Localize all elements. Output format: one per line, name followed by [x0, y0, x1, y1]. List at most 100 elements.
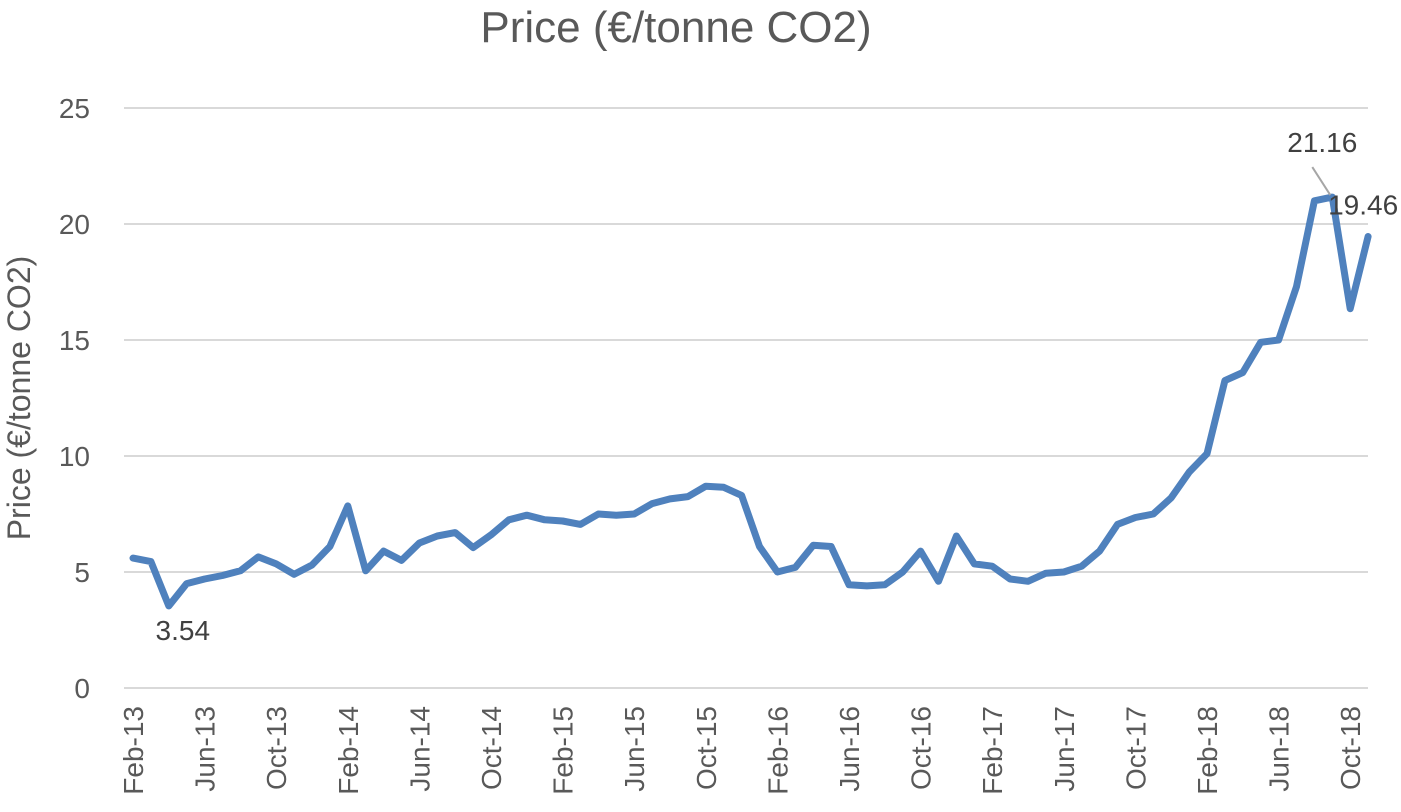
- data-point: [328, 544, 332, 548]
- x-tick-label: Feb-13: [118, 706, 149, 795]
- gridlines: [124, 107, 1368, 689]
- x-tick-label: Jun-15: [619, 706, 650, 792]
- data-point: [704, 484, 708, 488]
- data-point: [1259, 340, 1263, 344]
- data-point: [238, 569, 242, 573]
- data-point: [1098, 549, 1102, 553]
- x-tick-label: Jun-13: [190, 706, 221, 792]
- data-point: [793, 565, 797, 569]
- data-labels: 3.54 21.16 19.46: [156, 127, 1399, 646]
- y-axis-label: Price (€/tonne CO2): [1, 256, 37, 541]
- data-point: [1348, 307, 1352, 311]
- data-point: [740, 493, 744, 497]
- series-layer: [129, 193, 1372, 610]
- y-tick-label: 25: [59, 93, 90, 124]
- data-point: [1008, 577, 1012, 581]
- data-point: [632, 512, 636, 516]
- data-point: [417, 541, 421, 545]
- data-point: [507, 518, 511, 522]
- data-point: [364, 569, 368, 573]
- y-tick-label: 20: [59, 209, 90, 240]
- chart-title: Price (€/tonne CO2): [480, 3, 871, 52]
- data-point: [686, 495, 690, 499]
- x-tick-label: Oct-15: [691, 706, 722, 790]
- x-tick-label: Jun-14: [404, 706, 435, 792]
- data-point: [829, 544, 833, 548]
- data-point: [865, 584, 869, 588]
- x-tick-label: Oct-16: [906, 706, 937, 790]
- x-tick-label: Feb-18: [1192, 706, 1223, 795]
- data-point: [775, 570, 779, 574]
- data-point: [1295, 285, 1298, 289]
- x-tick-label: Jun-18: [1264, 706, 1295, 792]
- x-tick-label: Feb-14: [333, 706, 364, 795]
- data-point: [435, 534, 439, 538]
- data-point: [847, 583, 851, 587]
- data-point: [543, 518, 547, 522]
- data-point: [650, 502, 654, 506]
- data-point: [1062, 570, 1066, 574]
- data-point: [1133, 515, 1137, 519]
- data-point: [489, 533, 493, 537]
- data-point: [1277, 338, 1281, 342]
- data-point: [901, 570, 905, 574]
- data-point: [1223, 379, 1227, 383]
- data-point: [1241, 370, 1245, 374]
- data-point: [1044, 571, 1048, 575]
- data-point: [722, 485, 726, 489]
- data-point: [131, 556, 135, 560]
- y-tick-label: 15: [59, 325, 90, 356]
- data-label: 19.46: [1328, 190, 1398, 221]
- data-point: [185, 582, 189, 586]
- data-point: [954, 534, 958, 538]
- data-point: [525, 513, 529, 517]
- data-point: [203, 577, 207, 581]
- data-point: [919, 549, 923, 553]
- data-point: [346, 504, 350, 508]
- data-point: [668, 497, 672, 501]
- data-point: [758, 544, 761, 548]
- data-point: [1205, 452, 1209, 456]
- data-point: [1330, 195, 1334, 199]
- data-point: [149, 560, 153, 564]
- data-point: [471, 546, 475, 550]
- data-point: [274, 562, 278, 566]
- y-axis-ticks: 0 5 10 15 20 25: [59, 93, 90, 704]
- data-point: [1169, 496, 1173, 500]
- data-point: [310, 563, 314, 567]
- x-tick-label: Oct-18: [1335, 706, 1366, 790]
- data-point: [1080, 564, 1084, 568]
- x-tick-label: Oct-14: [476, 706, 507, 790]
- data-point: [579, 522, 582, 526]
- x-axis-ticks: Feb-13 Jun-13 Oct-13 Feb-14 Jun-14 Oct-14 Feb-…: [118, 706, 1366, 795]
- data-point: [1366, 235, 1370, 239]
- data-point: [1187, 470, 1191, 474]
- y-tick-label: 10: [59, 441, 90, 472]
- x-tick-label: Jun-16: [834, 706, 865, 792]
- data-point: [1026, 579, 1030, 583]
- data-point: [453, 531, 457, 535]
- data-point: [1151, 512, 1155, 516]
- y-tick-label: 5: [74, 557, 90, 588]
- data-point: [972, 562, 976, 566]
- x-tick-label: Feb-17: [977, 706, 1008, 795]
- data-point: [167, 604, 171, 608]
- series-line: [129, 193, 1372, 610]
- data-point: [256, 555, 260, 559]
- x-tick-label: Feb-16: [762, 706, 793, 795]
- data-point: [400, 558, 403, 562]
- data-point: [292, 572, 296, 576]
- data-point: [614, 513, 618, 517]
- x-tick-label: Oct-17: [1120, 706, 1151, 790]
- data-point: [811, 543, 815, 547]
- x-tick-label: Feb-15: [548, 706, 579, 795]
- data-point: [1116, 522, 1119, 526]
- leader-line: [1311, 166, 1332, 196]
- data-point: [596, 512, 600, 516]
- data-point: [937, 579, 940, 583]
- data-point: [561, 519, 565, 523]
- x-tick-label: Jun-17: [1049, 706, 1080, 792]
- x-tick-label: Oct-13: [261, 706, 292, 790]
